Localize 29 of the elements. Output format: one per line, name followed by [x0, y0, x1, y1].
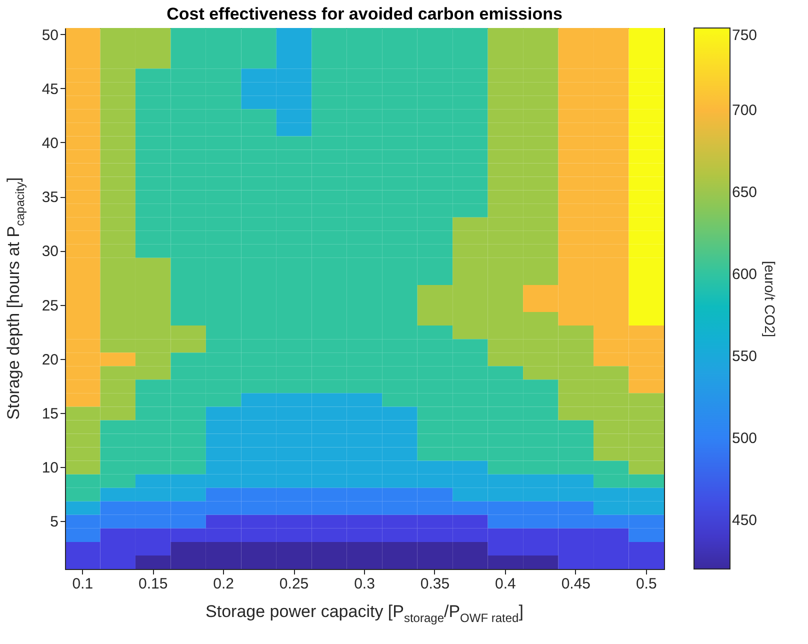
y-tick-label: 30 [42, 243, 58, 260]
y-tick-label: 5 [50, 514, 58, 531]
y-tick-label: 25 [42, 297, 58, 314]
y-tick-label: 50 [42, 26, 58, 44]
x-tick-label: 0.25 [279, 576, 309, 592]
color-bar-label: 550 [732, 348, 758, 365]
color-bar-title: [euro/t CO2] [762, 260, 778, 338]
color-bar-label: 600 [732, 266, 758, 283]
color-bar-label: 450 [732, 512, 758, 529]
x-tick-label: 0.15 [138, 576, 168, 592]
x-tick-label: 0.3 [354, 576, 375, 592]
y-tick-label: 20 [42, 351, 58, 368]
x-tick-label: 0.4 [495, 576, 516, 592]
x-tick-label: 0.1 [72, 576, 94, 592]
x-tick-label: 0.2 [213, 576, 234, 592]
y-tick-label: 15 [42, 405, 58, 422]
color-bar-label: 700 [732, 102, 758, 119]
color-bar-label: 650 [732, 184, 758, 201]
color-bar-label: 500 [732, 430, 758, 447]
y-axis-title: Storage depth [hours at Pcapacity] [4, 177, 27, 420]
y-tick-label: 40 [42, 134, 58, 152]
color-bar-label: 750 [732, 27, 758, 44]
x-tick-label: 0.5 [636, 576, 657, 592]
y-tick-label: 45 [42, 80, 58, 98]
y-tick-label: 35 [42, 189, 58, 206]
y-tick-label: 10 [42, 460, 58, 477]
x-tick-label: 0.45 [561, 576, 591, 592]
x-tick-label: 0.35 [420, 576, 450, 592]
chart-title: Cost effectiveness for avoided carbon emissions [166, 4, 562, 24]
